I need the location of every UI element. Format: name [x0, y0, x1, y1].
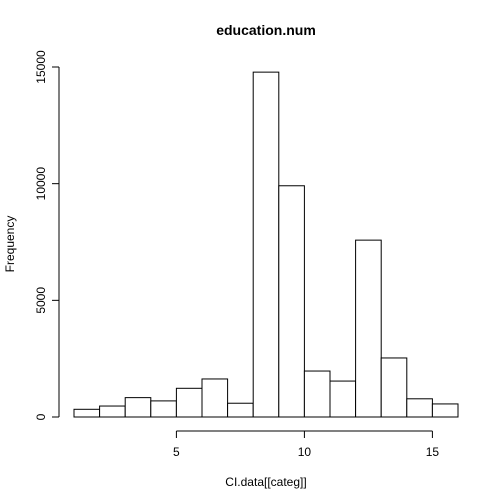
histogram-bar	[381, 358, 407, 417]
y-tick-label: 5000	[34, 287, 48, 314]
y-tick-label: 15000	[34, 50, 48, 84]
histogram-bar	[176, 388, 202, 417]
y-tick-label: 10000	[34, 167, 48, 201]
histogram-bar	[279, 186, 305, 417]
x-tick-label: 15	[426, 445, 440, 459]
histogram-bar	[125, 398, 151, 417]
y-axis: 0 5000 10000 15000	[34, 50, 59, 420]
chart-title: education.num	[216, 22, 316, 38]
histogram-bar	[151, 401, 177, 417]
histogram-bar	[228, 403, 254, 417]
histogram-bar	[432, 404, 458, 417]
x-tick-label: 5	[173, 445, 180, 459]
x-axis: 5 10 15	[173, 431, 439, 459]
histogram-bar	[74, 409, 100, 417]
x-tick-label: 10	[298, 445, 312, 459]
x-axis-label: CI.data[[categ]]	[225, 475, 306, 489]
histogram-bar	[330, 381, 356, 417]
histogram-bar	[356, 240, 382, 417]
bars-group	[74, 72, 458, 417]
histogram-bar	[202, 379, 228, 417]
y-axis-label: Frequency	[3, 216, 17, 273]
histogram-bar	[304, 371, 330, 417]
histogram-bar	[407, 399, 433, 417]
histogram-bar	[253, 72, 279, 417]
histogram-bar	[100, 406, 126, 417]
y-tick-label: 0	[34, 413, 48, 420]
